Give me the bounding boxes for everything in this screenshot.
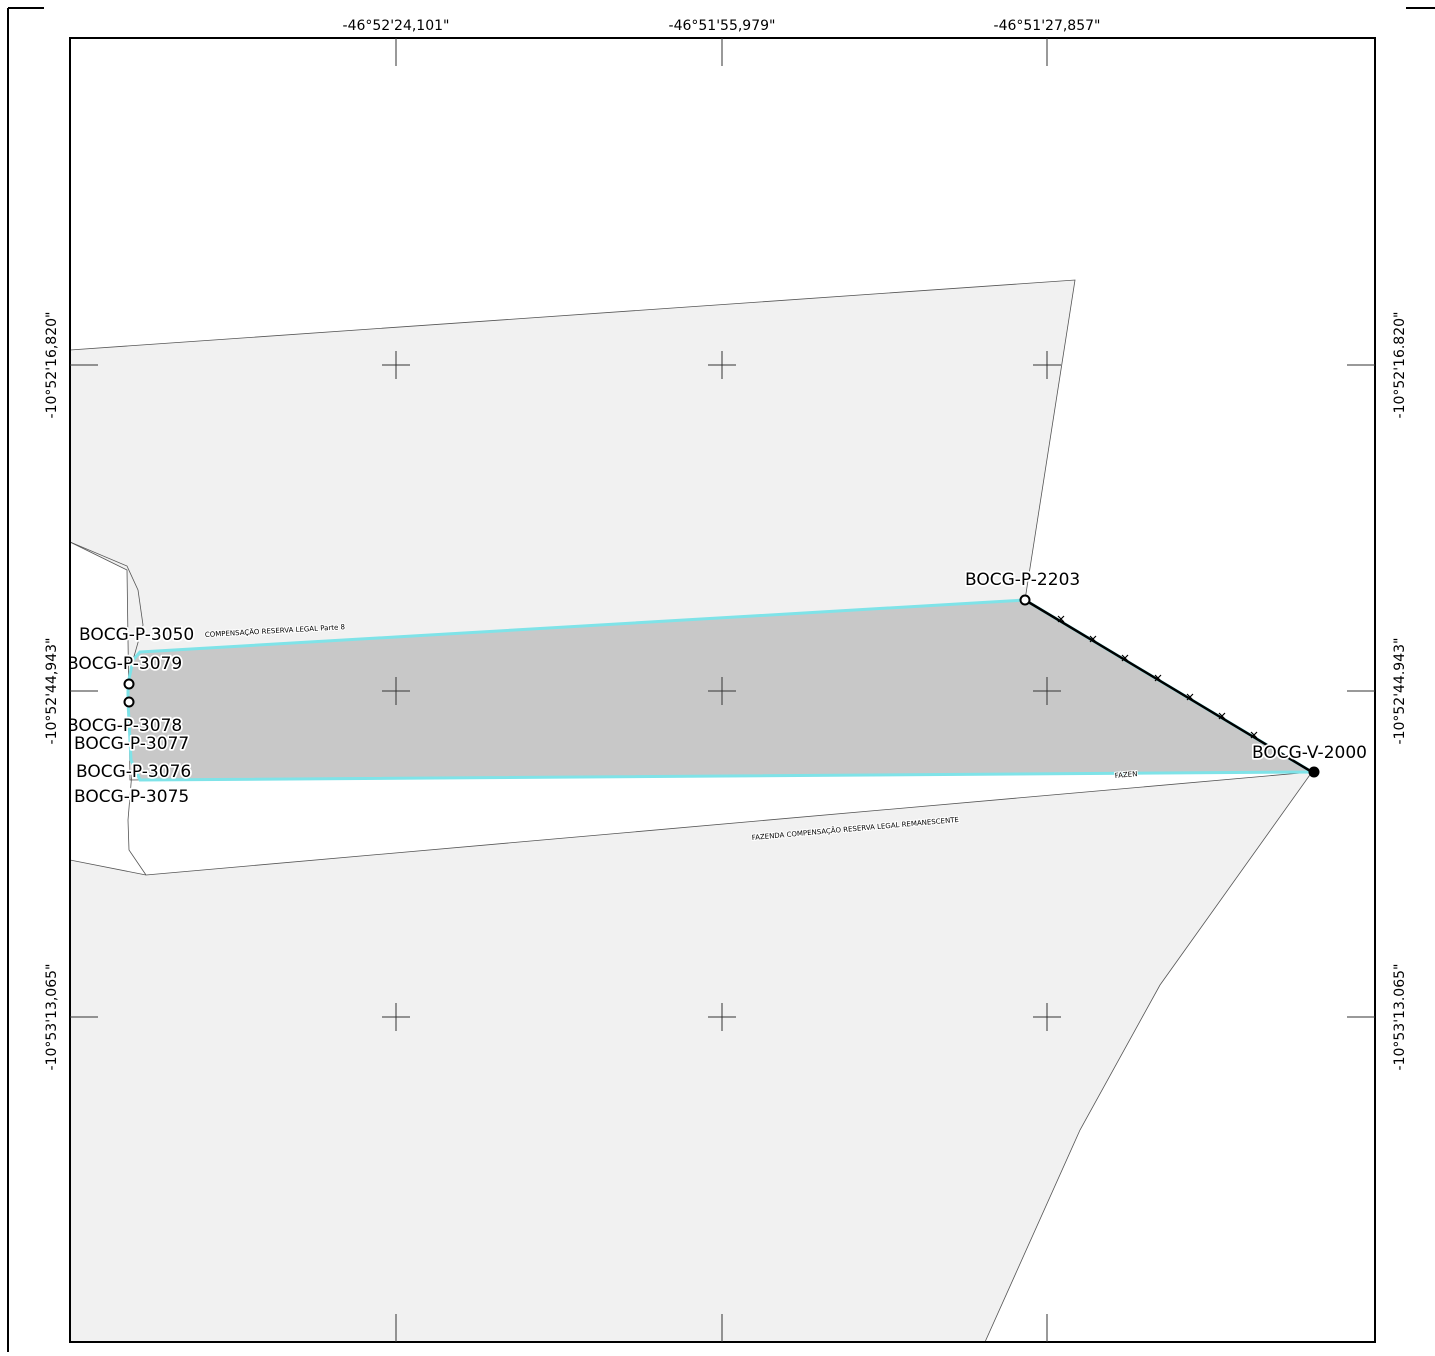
vertex-marker-3078[interactable] <box>123 696 135 708</box>
coord-top-2: -46°51'55,979" <box>669 18 776 34</box>
vertex-marker-v2000[interactable] <box>1308 766 1320 778</box>
parcel-label-clipped: FAZEN <box>1114 770 1137 780</box>
vertex-label-2203: BOCG-P-2203 <box>965 570 1080 590</box>
vertex-label-3079: BOCG-P-3079 <box>67 654 182 674</box>
vertex-label-3075: BOCG-P-3075 <box>74 787 189 807</box>
grid-crosses <box>382 351 1061 1031</box>
coord-right-3: -10°53'13.065" <box>1392 964 1408 1071</box>
boundary-ticks <box>1057 615 1258 739</box>
coord-right-2: -10°52'44.943" <box>1392 638 1408 745</box>
coord-left-2: -10°52'44,943" <box>44 638 60 745</box>
map-content: COMPENSAÇÃO RESERVA LEGAL Parte 8 FAZEND… <box>67 279 1369 1342</box>
coord-left-3: -10°53'13,065" <box>44 964 60 1071</box>
vertex-label-v2000: BOCG-V-2000 <box>1252 743 1367 763</box>
vertex-marker-3079[interactable] <box>123 678 135 690</box>
vertex-label-3076: BOCG-P-3076 <box>76 762 191 782</box>
coord-right-1: -10°52'16.820" <box>1392 312 1408 419</box>
coord-top-1: -46°52'24,101" <box>343 18 450 34</box>
coord-top-3: -46°51'27,857" <box>994 18 1101 34</box>
vertex-label-3077: BOCG-P-3077 <box>74 734 189 754</box>
vertex-label-3050: BOCG-P-3050 <box>79 625 194 645</box>
coord-left-1: -10°52'16,820" <box>44 312 60 419</box>
page-frame <box>7 7 1435 1352</box>
frame-ticks <box>70 38 1375 1342</box>
vertex-marker-2203[interactable] <box>1019 594 1031 606</box>
vertex-label-3078: BOCG-P-3078 <box>67 716 182 736</box>
parcel-lower[interactable] <box>70 771 1313 1342</box>
boundary-segment <box>1024 598 1313 774</box>
